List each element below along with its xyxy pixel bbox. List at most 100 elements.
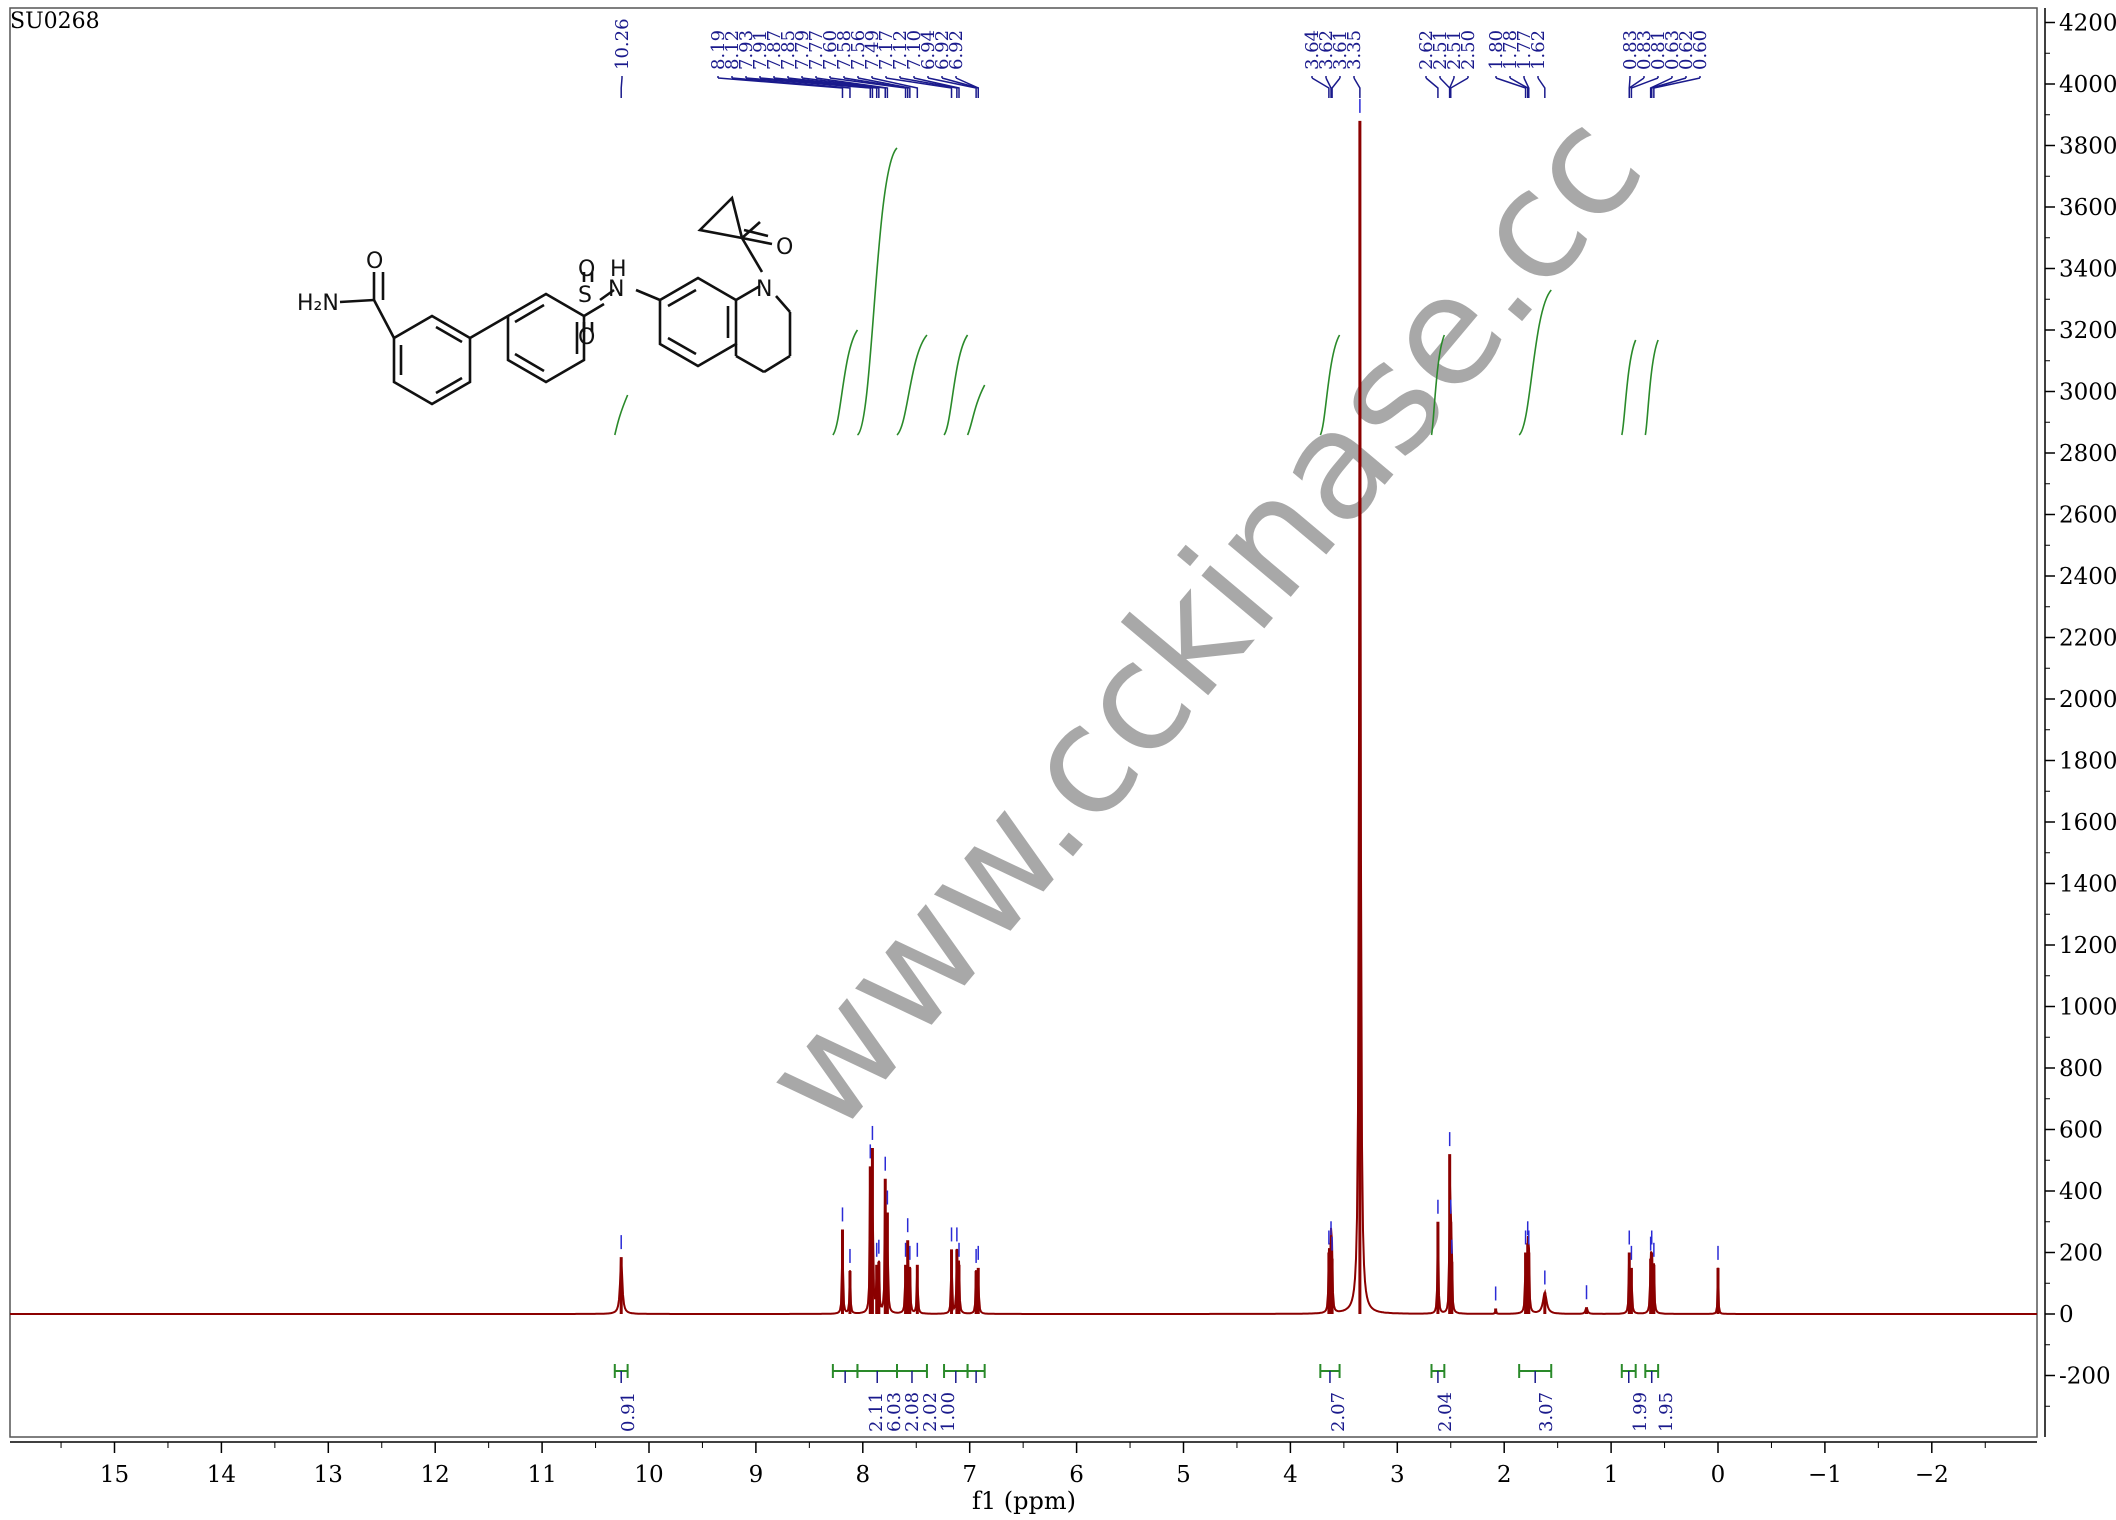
molecule-structure xyxy=(339,195,792,406)
integral-value: 2.04 xyxy=(1435,1392,1456,1432)
y-tick-label: 2800 xyxy=(2059,441,2116,467)
svg-text:N: N xyxy=(608,277,624,302)
x-tick-label: −1 xyxy=(1808,1462,1842,1488)
svg-text:O: O xyxy=(578,325,595,350)
peak-label: 7.58 xyxy=(834,30,855,70)
x-tick-label: 0 xyxy=(1711,1462,1726,1488)
integral-curve xyxy=(1518,289,1552,436)
integral-curve xyxy=(1430,334,1446,436)
peak-label-connector xyxy=(1325,77,1332,98)
peak-label: 0.63 xyxy=(1662,30,1683,70)
peak-label: 7.49 xyxy=(862,30,883,70)
peak-label: 6.92 xyxy=(946,30,967,70)
x-tick-label: 3 xyxy=(1390,1462,1405,1488)
peak-label: 7.85 xyxy=(778,30,799,70)
peak-label: 3.35 xyxy=(1344,30,1365,70)
peak-label: 3.61 xyxy=(1330,30,1351,70)
peak-label-connector xyxy=(1353,77,1361,98)
integral-curve xyxy=(614,394,629,436)
peak-label-connector xyxy=(955,77,980,98)
x-tick-label: 9 xyxy=(749,1462,764,1488)
integral-curve xyxy=(943,334,969,436)
integral-value: 3.07 xyxy=(1536,1392,1557,1432)
y-tick-label: 2000 xyxy=(2059,687,2116,713)
peak-label-connector xyxy=(620,77,623,98)
x-tick-label: −2 xyxy=(1915,1462,1949,1488)
peak-label-connector xyxy=(913,77,960,98)
x-tick-label: 11 xyxy=(527,1462,556,1488)
svg-text:O: O xyxy=(366,249,383,274)
peak-label: 7.10 xyxy=(904,30,925,70)
peak-label: 6.94 xyxy=(918,30,939,70)
x-tick-label: 8 xyxy=(855,1462,870,1488)
integral-value: 1.95 xyxy=(1656,1392,1677,1432)
x-tick-label: 6 xyxy=(1069,1462,1084,1488)
peak-label-connector xyxy=(857,77,911,98)
peak-label: 0.60 xyxy=(1690,30,1711,70)
integral-value: 2.07 xyxy=(1328,1392,1349,1432)
svg-text:O: O xyxy=(578,257,595,282)
peak-label: 1.78 xyxy=(1500,30,1521,70)
peak-label: 0.81 xyxy=(1648,30,1669,70)
peak-label-connector xyxy=(885,77,953,98)
svg-text:O: O xyxy=(776,235,793,260)
y-tick-label: -200 xyxy=(2059,1364,2111,1390)
y-tick-label: 4000 xyxy=(2059,72,2116,98)
spectrum-trace xyxy=(10,98,2037,1315)
peak-label: 3.64 xyxy=(1302,30,1323,70)
x-tick-label: 7 xyxy=(962,1462,977,1488)
integral-curve xyxy=(1319,334,1341,436)
y-tick-label: 0 xyxy=(2059,1302,2074,1328)
integral-value: 1.00 xyxy=(938,1392,959,1432)
y-tick-label: 2600 xyxy=(2059,503,2116,529)
y-tick-label: 600 xyxy=(2059,1118,2103,1144)
y-tick-label: 200 xyxy=(2059,1241,2103,1267)
peak-label: 7.12 xyxy=(890,30,911,70)
y-tick-label: 4200 xyxy=(2059,11,2116,37)
y-tick-label: 800 xyxy=(2059,1056,2103,1082)
peak-label: 0.83 xyxy=(1620,30,1641,70)
peak-label: 0.62 xyxy=(1676,30,1697,70)
y-tick-label: 1800 xyxy=(2059,749,2116,775)
peak-label-connector xyxy=(1425,77,1439,98)
x-tick-label: 10 xyxy=(634,1462,663,1488)
y-tick-label: 3600 xyxy=(2059,195,2116,221)
peak-label-connector xyxy=(1628,77,1645,98)
peak-label-connector xyxy=(815,77,889,98)
integral-value: 0.91 xyxy=(618,1392,639,1432)
y-tick-label: 3800 xyxy=(2059,134,2116,160)
x-tick-label: 14 xyxy=(207,1462,236,1488)
axes: 4200400038003600340032003000280026002400… xyxy=(10,8,2116,1488)
y-tick-label: 3200 xyxy=(2059,318,2116,344)
peak-label: 2.51 xyxy=(1444,30,1465,70)
svg-text:H: H xyxy=(610,257,627,282)
integral-value: 2.11 xyxy=(866,1392,887,1432)
integral-curve xyxy=(966,384,986,436)
x-tick-label: 13 xyxy=(314,1462,343,1488)
peak-label: 3.62 xyxy=(1316,30,1337,70)
x-axis-title: f1 (ppm) xyxy=(972,1487,1076,1515)
peak-label: 8.12 xyxy=(722,30,743,70)
peak-label-connector xyxy=(1523,77,1530,98)
peak-labels: 10.26 8.198.127.937.917.877.857.797.777.6… xyxy=(612,18,1711,98)
peak-label-connector xyxy=(1450,77,1469,98)
peak-label: 6.92 xyxy=(932,30,953,70)
sample-id: SU0268 xyxy=(10,9,100,34)
peak-label-connector xyxy=(787,77,880,98)
peak-label: 10.26 xyxy=(612,18,633,70)
peak-label-connector xyxy=(1311,77,1330,98)
x-tick-label: 15 xyxy=(100,1462,129,1488)
y-tick-label: 1200 xyxy=(2059,933,2116,959)
integral-value: 6.03 xyxy=(884,1392,905,1432)
peak-label-connector xyxy=(1439,77,1451,98)
integral-curve xyxy=(1621,339,1637,436)
integral-regions: 0.91 2.116.032.082.021.00 2.07 2.04 3.07 1.99… xyxy=(613,1364,1677,1432)
peak-label-connector xyxy=(1495,77,1527,98)
spectrum-line xyxy=(10,141,2037,1315)
svg-text:S: S xyxy=(578,283,592,308)
integral-curve xyxy=(896,334,928,436)
peak-label: 7.79 xyxy=(792,30,813,70)
peak-label-connector xyxy=(1649,77,1673,98)
peak-label: 1.62 xyxy=(1528,30,1549,70)
x-tick-label: 4 xyxy=(1283,1462,1298,1488)
